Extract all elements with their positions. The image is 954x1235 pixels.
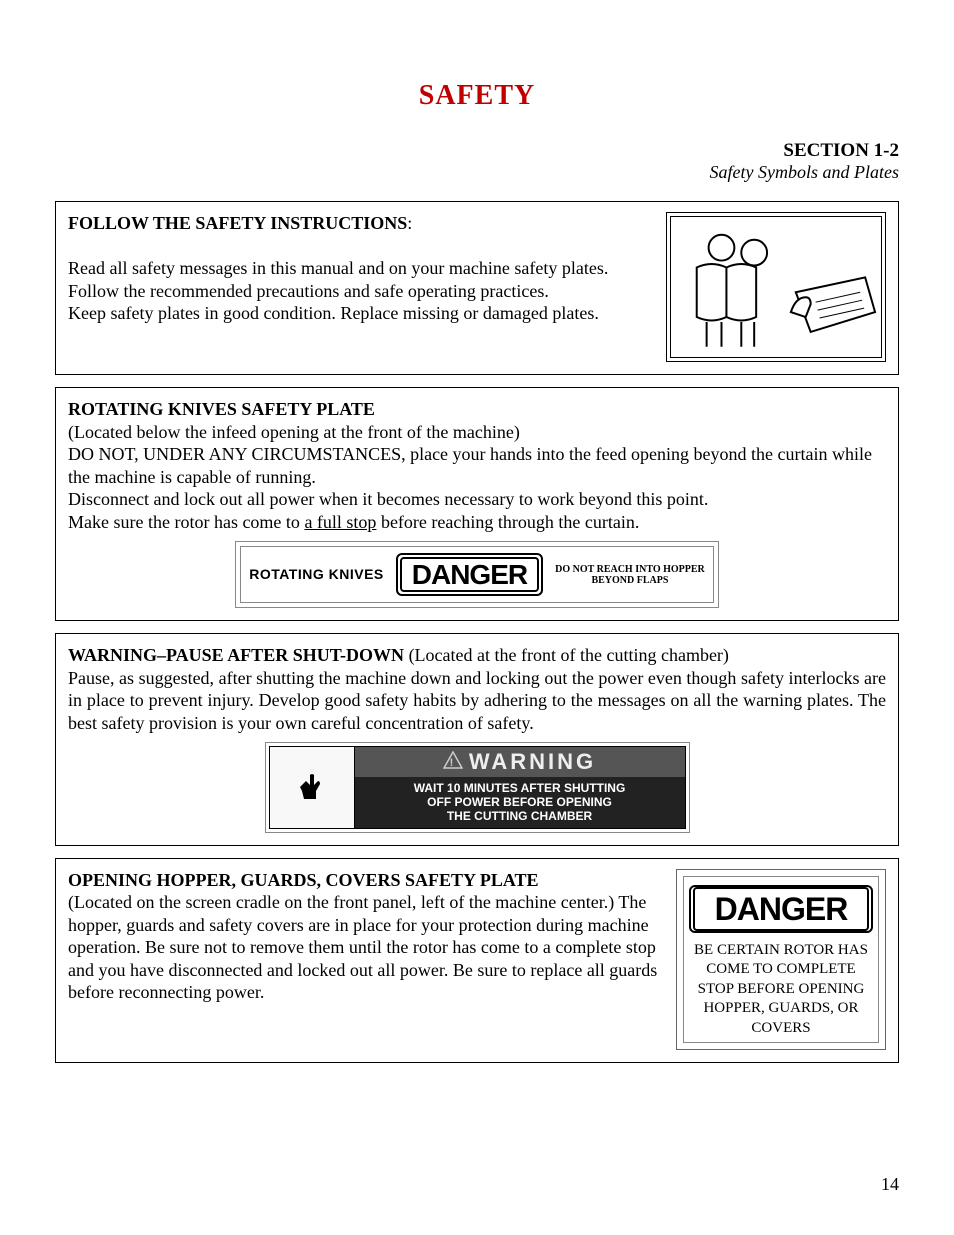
danger-text: DANGER	[400, 557, 539, 592]
box2-line3-underline: a full stop	[304, 512, 376, 532]
safety-instructions-box: FOLLOW THE SAFETY INSTRUCTIONS: Read all…	[55, 201, 899, 375]
box1-line1: Read all safety messages in this manual …	[68, 257, 656, 280]
box2-title: ROTATING KNIVES SAFETY PLATE	[68, 398, 886, 421]
page-number: 14	[881, 1174, 899, 1195]
box2-line1: DO NOT, UNDER ANY CIRCUMSTANCES, place y…	[68, 443, 886, 488]
danger-text-big: DANGER	[693, 887, 870, 931]
warning-triangle-icon: !	[443, 748, 463, 776]
danger-badge: DANGER	[396, 553, 543, 596]
box2-line3b: before reaching through the curtain.	[376, 512, 639, 532]
page-title: SAFETY	[55, 80, 899, 112]
box3-body: Pause, as suggested, after shutting the …	[68, 667, 886, 735]
warning-pause-box: WARNING–PAUSE AFTER SHUT-DOWN (Located a…	[55, 633, 899, 846]
section-number: SECTION 1-2	[55, 140, 899, 162]
box4-body: (Located on the screen cradle on the fro…	[68, 891, 666, 1004]
warning-header: ! WARNING	[355, 747, 685, 777]
box1-line3: Keep safety plates in good condition. Re…	[68, 302, 656, 325]
no-reach-text: DO NOT REACH INTO HOPPER BEYOND FLAPS	[555, 564, 705, 586]
no-reach-line2: BEYOND FLAPS	[555, 575, 705, 586]
box3-location: (Located at the front of the cutting cha…	[404, 645, 729, 665]
box1-title: FOLLOW THE SAFETY INSTRUCTIONS	[68, 213, 407, 233]
danger-plate-text: BE CERTAIN ROTOR HAS COME TO COMPLETE ST…	[688, 941, 874, 1039]
rotating-knives-plate: ROTATING KNIVES DANGER DO NOT REACH INTO…	[68, 541, 886, 608]
danger-badge-big: DANGER	[689, 885, 874, 933]
no-reach-line1: DO NOT REACH INTO HOPPER	[555, 564, 705, 575]
box2-location: (Located below the infeed opening at the…	[68, 421, 886, 444]
warning-plate: ! WARNING WAIT 10 MINUTES AFTER SHUTTING…	[68, 742, 886, 833]
read-manual-illustration	[666, 212, 886, 362]
svg-text:!: !	[449, 757, 456, 769]
box2-line2: Disconnect and lock out all power when i…	[68, 488, 886, 511]
opening-hopper-box: OPENING HOPPER, GUARDS, COVERS SAFETY PL…	[55, 858, 899, 1064]
warning-header-text: WARNING	[469, 748, 596, 776]
box4-title: OPENING HOPPER, GUARDS, COVERS SAFETY PL…	[68, 869, 666, 892]
box1-line2: Follow the recommended precautions and s…	[68, 280, 656, 303]
warning-body2: OFF POWER BEFORE OPENING	[361, 795, 679, 809]
warning-body3: THE CUTTING CHAMBER	[361, 809, 679, 823]
rotating-knives-label: ROTATING KNIVES	[249, 566, 384, 584]
section-subtitle: Safety Symbols and Plates	[55, 162, 899, 183]
section-header: SECTION 1-2 Safety Symbols and Plates	[55, 140, 899, 183]
rotating-knives-box: ROTATING KNIVES SAFETY PLATE (Located be…	[55, 387, 899, 621]
warning-body1: WAIT 10 MINUTES AFTER SHUTTING	[361, 781, 679, 795]
warning-hand-icon	[270, 747, 355, 828]
danger-rotor-plate: DANGER BE CERTAIN ROTOR HAS COME TO COMP…	[676, 869, 886, 1051]
warning-body: WAIT 10 MINUTES AFTER SHUTTING OFF POWER…	[355, 777, 685, 828]
box3-title: WARNING–PAUSE AFTER SHUT-DOWN	[68, 645, 404, 665]
box2-line3: Make sure the rotor has come to a full s…	[68, 511, 886, 534]
box2-line3a: Make sure the rotor has come to	[68, 512, 304, 532]
